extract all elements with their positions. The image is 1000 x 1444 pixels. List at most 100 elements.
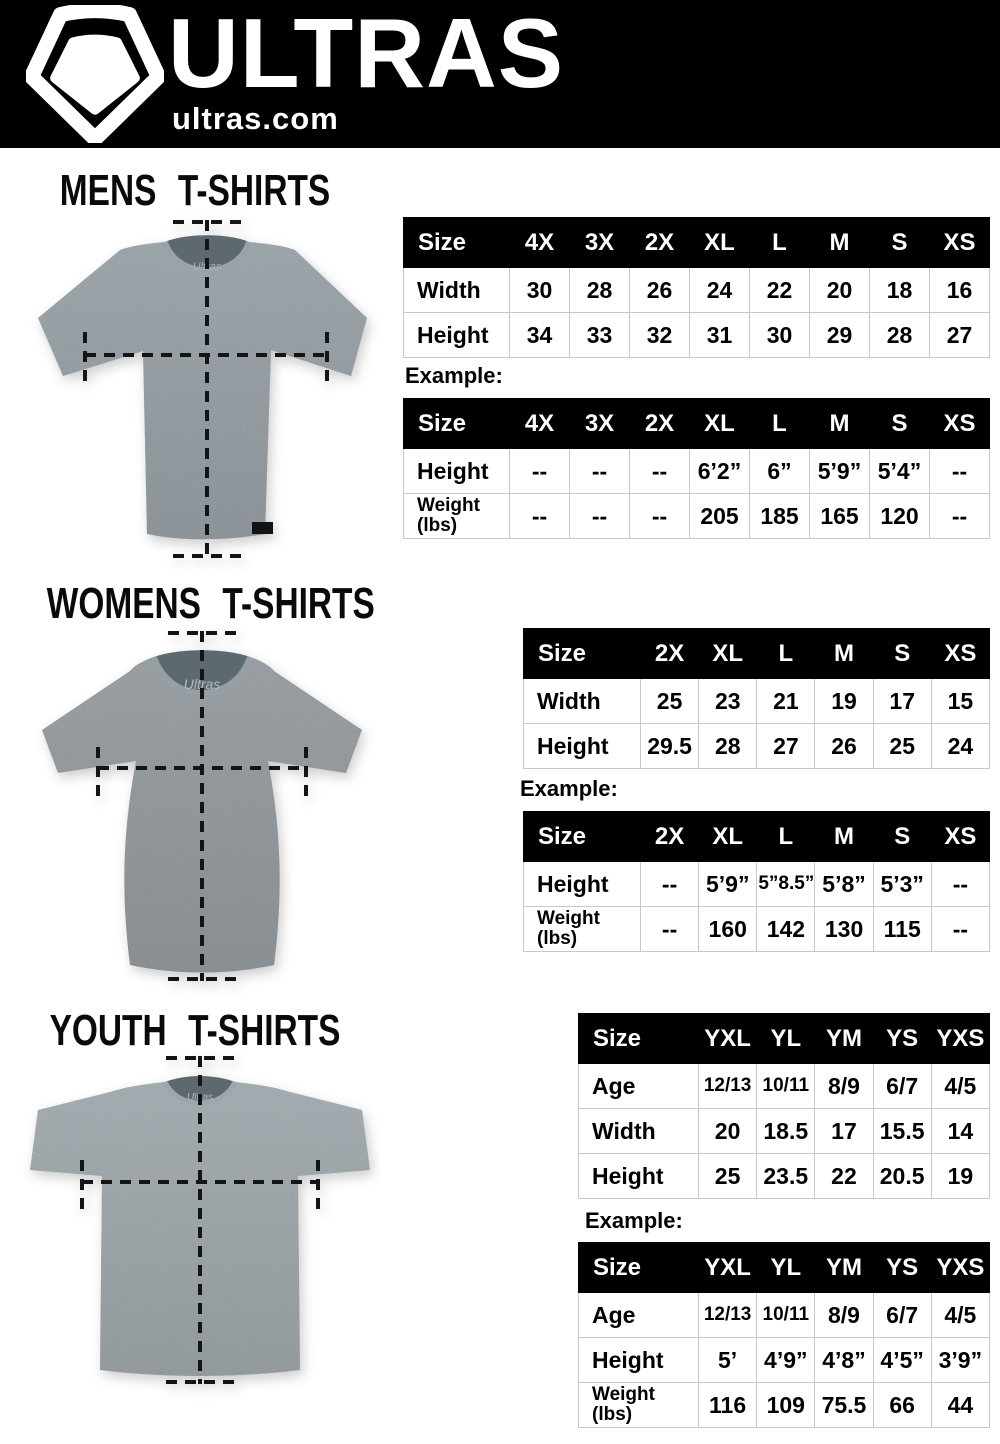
youth-example-label: Example: xyxy=(585,1208,683,1233)
cell-value: 4/5 xyxy=(930,1292,991,1338)
mens-size-table: Size 4X 3X 2X XL L M S XS Width 30 28 26 24 22 20 18 16 He… xyxy=(403,217,990,358)
cell-value: -- xyxy=(629,493,690,539)
measurement-lines xyxy=(83,220,329,558)
cell-value: 165 xyxy=(809,493,870,539)
cell-value: 5’8” xyxy=(814,861,874,907)
column-header: XL xyxy=(698,811,758,862)
cell-value: -- xyxy=(509,493,570,539)
column-header: 4X xyxy=(509,398,570,449)
column-header: L xyxy=(756,811,816,862)
column-header: XL xyxy=(689,217,750,268)
cell-value: 130 xyxy=(814,906,874,952)
table-size-header: Size xyxy=(523,811,641,862)
cell-value: 18 xyxy=(869,267,930,313)
cell-value: 10/11 xyxy=(756,1292,816,1338)
column-header: 2X xyxy=(629,398,690,449)
mens-shirt-body: Ultras xyxy=(38,235,367,540)
row-label: Age xyxy=(578,1063,699,1109)
mens-example-label: Example: xyxy=(405,363,503,388)
cell-value: 14 xyxy=(930,1108,991,1154)
column-header: YM xyxy=(814,1013,874,1064)
row-label: Height xyxy=(578,1337,699,1383)
column-header: XL xyxy=(698,628,758,679)
cell-value: 26 xyxy=(629,267,690,313)
cell-value: 205 xyxy=(689,493,750,539)
cell-value: 20 xyxy=(697,1108,758,1154)
youth-shirt-image: Ultras xyxy=(10,1052,390,1402)
row-label: Height xyxy=(578,1153,699,1199)
table-row: Weight (lbs) 116 109 75.5 66 44 xyxy=(578,1382,991,1428)
column-header: S xyxy=(869,217,930,268)
row-label: Height xyxy=(523,723,641,769)
row-label: Weight (lbs) xyxy=(523,906,641,952)
column-header: L xyxy=(749,217,810,268)
cell-value: 19 xyxy=(814,678,874,724)
youth-section-title: YOUTH T-SHIRTS xyxy=(49,1006,341,1055)
cell-value: 17 xyxy=(872,678,932,724)
table-size-header: Size xyxy=(578,1013,699,1064)
cell-value: 5’9” xyxy=(809,448,870,494)
column-header: XL xyxy=(689,398,750,449)
size-table: Size 2X XL L M S XS Width 25 23 21 19 17 15 Height 29.5… xyxy=(523,628,991,769)
cell-value: 27 xyxy=(929,312,990,358)
cell-value: 4’9” xyxy=(756,1337,816,1383)
column-header: M xyxy=(814,628,874,679)
cell-value: 4’5” xyxy=(872,1337,932,1383)
row-label: Height xyxy=(403,448,510,494)
cell-value: 29 xyxy=(809,312,870,358)
cell-value: 32 xyxy=(629,312,690,358)
column-header: M xyxy=(809,217,870,268)
table-row: Age 12/13 10/11 8/9 6/7 4/5 xyxy=(578,1063,991,1109)
row-label: Weight (lbs) xyxy=(403,493,510,539)
cell-value: -- xyxy=(930,861,991,907)
table-size-header: Size xyxy=(403,217,510,268)
row-label: Age xyxy=(578,1292,699,1338)
mens-shirt-image: Ultras xyxy=(15,218,390,560)
cell-value: -- xyxy=(930,906,991,952)
cell-value: 27 xyxy=(756,723,816,769)
cell-value: 116 xyxy=(697,1382,758,1428)
mens-section-title: MENS T-SHIRTS xyxy=(59,166,331,215)
column-header: L xyxy=(749,398,810,449)
row-label: Height xyxy=(523,861,641,907)
cell-value: 20.5 xyxy=(872,1153,932,1199)
cell-value: 109 xyxy=(756,1382,816,1428)
column-header: XS xyxy=(930,628,991,679)
brand-title: ULTRAS xyxy=(168,0,565,108)
table-row: Width 30 28 26 24 22 20 18 16 xyxy=(403,267,990,313)
column-header: S xyxy=(869,398,930,449)
cell-value: 160 xyxy=(698,906,758,952)
cell-value: 6/7 xyxy=(872,1063,932,1109)
cell-value: 5’ xyxy=(697,1337,758,1383)
shirt-neck-opening xyxy=(165,235,249,271)
cell-value: 23 xyxy=(698,678,758,724)
header-bar: ULTRAS ultras.com xyxy=(0,0,1000,148)
cell-value: 25 xyxy=(697,1153,758,1199)
cell-value: 19 xyxy=(930,1153,991,1199)
size-table: Size 4X 3X 2X XL L M S XS Height -- -- -- 6’2” 6” 5’9” 5… xyxy=(403,398,990,539)
column-header: S xyxy=(872,628,932,679)
cell-value: 25 xyxy=(639,678,700,724)
cell-value: 17 xyxy=(814,1108,874,1154)
column-header: 2X xyxy=(629,217,690,268)
cell-value: 18.5 xyxy=(756,1108,816,1154)
table-row: Height 34 33 32 31 30 29 28 27 xyxy=(403,312,990,358)
mens-example-table: Size 4X 3X 2X XL L M S XS Height -- -- -- 6’2” 6” 5’9” 5… xyxy=(403,398,990,539)
cell-value: -- xyxy=(629,448,690,494)
cell-value: 31 xyxy=(689,312,750,358)
cell-value: 24 xyxy=(689,267,750,313)
cell-value: 16 xyxy=(929,267,990,313)
cell-value: 21 xyxy=(756,678,816,724)
cell-value: 44 xyxy=(930,1382,991,1428)
cell-value: 34 xyxy=(509,312,570,358)
cell-value: 28 xyxy=(569,267,630,313)
cell-value: 29.5 xyxy=(639,723,700,769)
cell-value: 5’9” xyxy=(698,861,758,907)
column-header: S xyxy=(872,811,932,862)
cell-value: 23.5 xyxy=(756,1153,816,1199)
cell-value: -- xyxy=(929,448,990,494)
column-header: XS xyxy=(929,398,990,449)
collar-label: Ultras xyxy=(184,676,221,692)
column-header: M xyxy=(814,811,874,862)
womens-example-table: Size 2X XL L M S XS Height -- 5’9” 5”8.5” 5’8” 5’3” -… xyxy=(523,811,991,952)
